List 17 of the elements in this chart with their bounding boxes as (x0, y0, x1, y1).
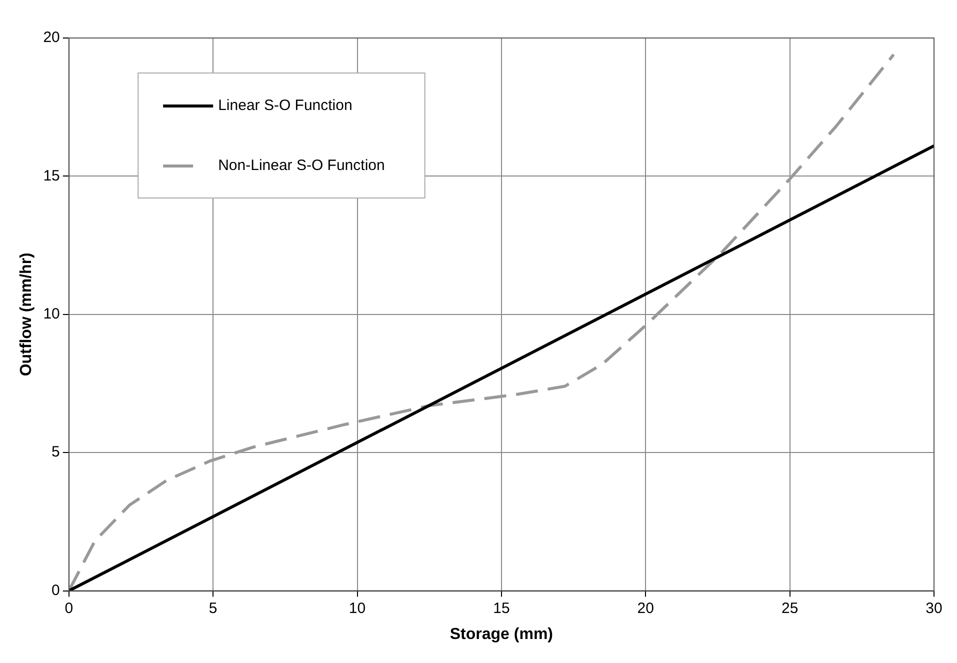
x-tick-label: 10 (348, 600, 366, 617)
y-tick-label: 0 (52, 582, 60, 599)
y-tick-label: 20 (43, 29, 60, 46)
x-tick-label: 0 (64, 600, 74, 617)
x-tick-label: 25 (781, 600, 798, 617)
line-series (68, 53, 896, 591)
y-tick-label: 10 (43, 306, 60, 323)
x-tick-label: 15 (493, 600, 510, 617)
x-tick-label: 5 (208, 600, 218, 617)
legend-label: Non-Linear S-O Function (218, 157, 385, 174)
y-axis-title: Outflow (mm/hr) (18, 252, 36, 376)
x-tick-label: 20 (637, 600, 654, 617)
x-axis-title: Storage (mm) (450, 626, 554, 643)
y-tick-label: 15 (43, 167, 60, 184)
x-tick-label: 30 (926, 600, 942, 617)
y-tick-label: 5 (52, 444, 60, 461)
legend-label: Linear S-O Function (218, 97, 352, 114)
